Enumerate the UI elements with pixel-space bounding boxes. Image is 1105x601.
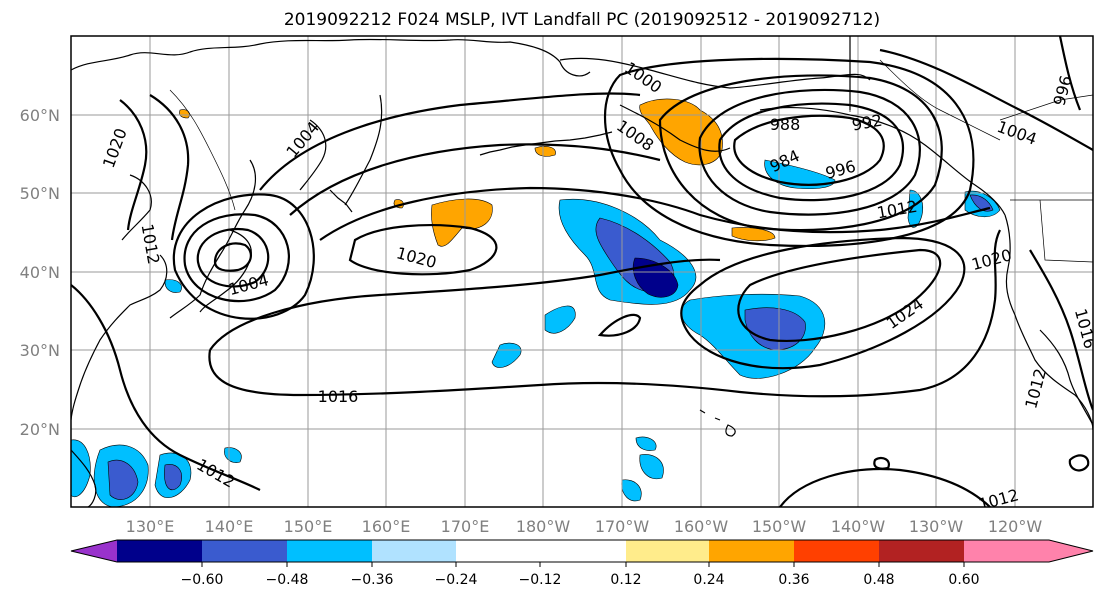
colorbar-tick-label: −0.24 — [435, 572, 478, 588]
colorbar-tick-label: 0.60 — [948, 572, 979, 588]
isobar-label: 988 — [770, 115, 801, 134]
political-borders — [169, 36, 1093, 263]
lat-label-50n: 50°N — [20, 184, 60, 203]
lon-label: 170°E — [441, 517, 490, 536]
lat-label-30n: 30°N — [20, 341, 60, 360]
lon-label: 130°E — [126, 517, 175, 536]
mslp-isobars — [71, 36, 1093, 507]
colorbar-segment — [456, 540, 626, 562]
graticule — [71, 36, 1093, 507]
figure-title: 2019092212 F024 MSLP, IVT Landfall PC (2… — [284, 10, 880, 30]
colorbar-segment — [372, 540, 456, 562]
colorbar-tick-label: 0.36 — [778, 572, 809, 588]
lat-label-20n: 20°N — [20, 420, 60, 439]
lon-label: 180°W — [516, 517, 571, 536]
colorbar-segment — [202, 540, 287, 562]
ivt-negative-shading — [71, 159, 1001, 507]
lon-label: 150°E — [284, 517, 333, 536]
lat-label-40n: 40°N — [20, 263, 60, 282]
lon-label: 160°E — [362, 517, 411, 536]
colorbar-tick-label: −0.12 — [519, 572, 562, 588]
lon-label: 130°W — [909, 517, 964, 536]
lon-label: 140°W — [831, 517, 886, 536]
colorbar: −0.60 −0.48 −0.36 −0.24 −0.12 0.12 0.24 … — [70, 539, 1094, 588]
latitude-labels: 60°N 50°N 40°N 30°N 20°N — [20, 106, 60, 439]
colorbar-tick-label: 0.24 — [693, 572, 724, 588]
colorbar-segment — [117, 540, 202, 562]
map-panel: 1020 1004 1000 1008 988 992 984 996 1004… — [70, 35, 1094, 508]
longitude-labels: 130°E 140°E 150°E 160°E 170°E 180°W 170°… — [126, 517, 1043, 536]
colorbar-segment — [709, 540, 794, 562]
colorbar-tick-label: −0.48 — [266, 572, 309, 588]
lon-label: 160°W — [674, 517, 729, 536]
colorbar-tick-label: −0.36 — [351, 572, 394, 588]
colorbar-under-arrow — [71, 540, 117, 562]
colorbar-tick-label: 0.48 — [863, 572, 894, 588]
isobar-label: 1016 — [318, 387, 359, 406]
lon-label: 140°E — [205, 517, 254, 536]
lon-label: 120°W — [988, 517, 1043, 536]
colorbar-tick-label: 0.12 — [610, 572, 641, 588]
colorbar-segment — [964, 540, 1049, 562]
coastlines — [71, 36, 1093, 507]
colorbar-tick-label: −0.60 — [181, 572, 224, 588]
colorbar-segment — [626, 540, 709, 562]
colorbar-segment — [287, 540, 372, 562]
colorbar-over-arrow — [1049, 540, 1093, 562]
colorbar-segment — [879, 540, 964, 562]
lat-label-60n: 60°N — [20, 106, 60, 125]
lon-label: 170°W — [595, 517, 650, 536]
colorbar-segment — [794, 540, 879, 562]
lon-label: 150°W — [752, 517, 807, 536]
